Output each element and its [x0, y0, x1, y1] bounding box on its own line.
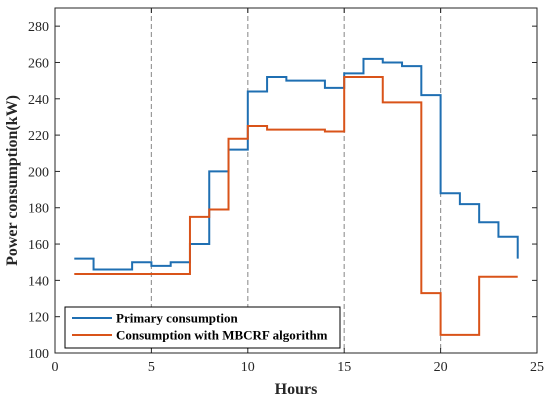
- y-tick-label: 220: [28, 129, 49, 144]
- y-tick-label: 200: [28, 165, 49, 180]
- series-line-primary: [74, 57, 519, 271]
- series-line-mbcrf: [74, 76, 518, 336]
- y-tick-label: 120: [28, 311, 49, 326]
- y-tick-label: 160: [28, 238, 49, 253]
- legend-label-mbcrf: Consumption with MBCRF algorithm: [116, 328, 328, 343]
- x-axis-title: Hours: [275, 381, 318, 398]
- y-tick-label: 260: [28, 56, 49, 71]
- x-tick-label: 25: [530, 360, 544, 375]
- y-axis-title: Power consumption(kW): [4, 95, 21, 266]
- y-tick-label: 140: [28, 274, 49, 289]
- x-tick-label: 15: [337, 360, 351, 375]
- plot-area-background: [55, 8, 537, 353]
- y-axis: 100 120 140 160 180 200 220 240 260 280: [28, 20, 537, 362]
- legend-label-primary: Primary consumption: [116, 311, 238, 326]
- legend-box: [64, 306, 341, 349]
- y-tick-label: 180: [28, 202, 49, 217]
- y-tick-label: 100: [28, 347, 49, 362]
- x-axis: 0 5 10 15 20 25: [52, 8, 544, 375]
- plot-frame: [54, 7, 538, 354]
- series-layer: [74, 57, 519, 336]
- x-tick-label: 5: [148, 360, 155, 375]
- x-tick-label: 0: [52, 360, 59, 375]
- y-tick-label: 280: [28, 20, 49, 35]
- legend: Primary consumption Consumption with MBC…: [64, 306, 341, 349]
- x-tick-label: 10: [241, 360, 255, 375]
- y-tick-label: 240: [28, 93, 49, 108]
- x-tick-label: 20: [434, 360, 448, 375]
